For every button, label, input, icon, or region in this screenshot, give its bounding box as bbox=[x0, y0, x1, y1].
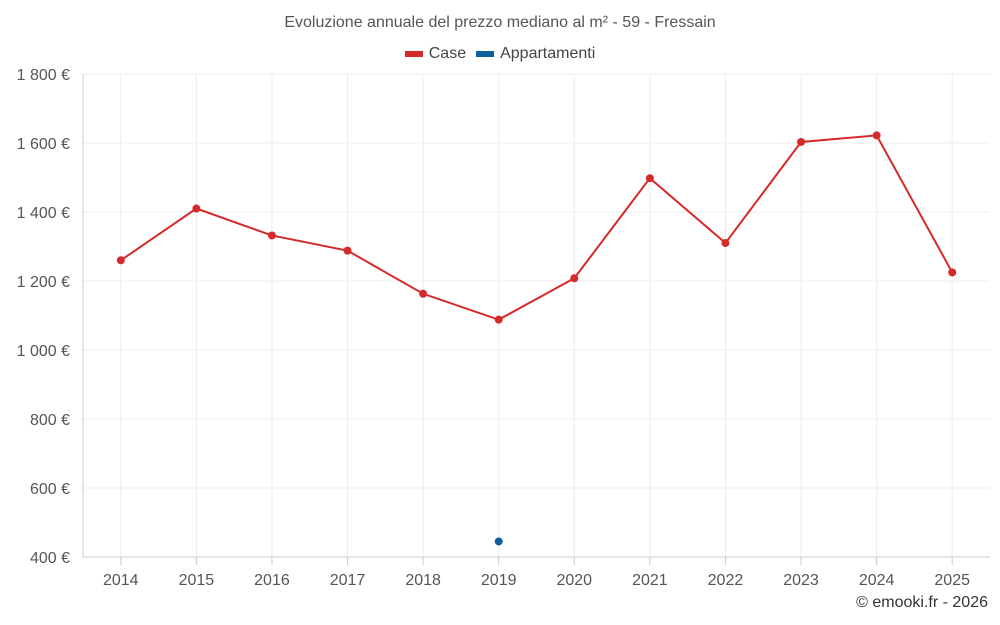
legend-label-appartamenti: Appartamenti bbox=[500, 45, 596, 62]
x-tick-label: 2019 bbox=[481, 572, 517, 589]
legend-swatch-case bbox=[404, 51, 423, 57]
legend-item-case[interactable]: Case bbox=[404, 45, 467, 63]
data-point-case bbox=[872, 131, 881, 140]
y-tick-label: 1 200 € bbox=[17, 274, 70, 291]
y-tick-label: 400 € bbox=[30, 550, 70, 567]
x-tick-label: 2014 bbox=[103, 572, 139, 589]
legend-item-appartamenti[interactable]: Appartamenti bbox=[476, 45, 595, 63]
copyright-credit: © emooki.fr - 2026 bbox=[856, 594, 988, 611]
series-line-case bbox=[120, 134, 954, 321]
x-tick-label: 2023 bbox=[783, 572, 819, 589]
legend-label-case: Case bbox=[428, 45, 467, 62]
x-tick-label: 2024 bbox=[859, 572, 895, 589]
x-tick-label: 2022 bbox=[708, 572, 744, 589]
y-tick-label: 800 € bbox=[30, 412, 70, 429]
data-point-case bbox=[267, 231, 276, 240]
x-tick-label: 2018 bbox=[405, 572, 441, 589]
data-point-case bbox=[721, 239, 730, 248]
data-point-case bbox=[645, 174, 654, 183]
x-tick-label: 2020 bbox=[556, 572, 592, 589]
y-tick-label: 600 € bbox=[30, 481, 70, 498]
x-tick-label: 2021 bbox=[632, 572, 668, 589]
data-point-case bbox=[570, 274, 579, 283]
legend: Case Appartamenti bbox=[0, 45, 1000, 63]
y-tick-label: 1 000 € bbox=[17, 343, 70, 360]
data-point-case bbox=[116, 256, 125, 265]
y-tick-label: 1 800 € bbox=[17, 67, 70, 84]
data-point-case bbox=[494, 315, 503, 324]
legend-swatch-appartamenti bbox=[476, 51, 495, 57]
data-point-case bbox=[343, 246, 352, 255]
y-tick-label: 1 600 € bbox=[17, 136, 70, 153]
chart-title: Evoluzione annuale del prezzo mediano al… bbox=[284, 14, 716, 31]
y-tick-label: 1 400 € bbox=[17, 205, 70, 222]
x-tick-label: 2016 bbox=[254, 572, 290, 589]
data-point-case bbox=[419, 289, 428, 298]
x-tick-label: 2017 bbox=[330, 572, 366, 589]
x-tick-label: 2015 bbox=[179, 572, 215, 589]
data-point-case bbox=[948, 268, 957, 277]
data-point-appartamenti bbox=[494, 537, 503, 546]
data-point-case bbox=[797, 137, 806, 146]
x-tick-label: 2025 bbox=[934, 572, 970, 589]
data-point-case bbox=[192, 204, 201, 213]
